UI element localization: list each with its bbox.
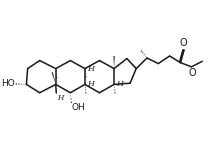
Text: H: H bbox=[116, 80, 123, 88]
Text: H: H bbox=[57, 94, 63, 102]
Text: H: H bbox=[87, 65, 94, 73]
Text: HO: HO bbox=[1, 79, 15, 88]
Polygon shape bbox=[114, 56, 115, 69]
Text: O: O bbox=[180, 39, 187, 49]
Text: H: H bbox=[87, 80, 94, 88]
Polygon shape bbox=[52, 72, 56, 84]
Text: OH: OH bbox=[72, 103, 86, 112]
Text: O: O bbox=[188, 68, 196, 78]
